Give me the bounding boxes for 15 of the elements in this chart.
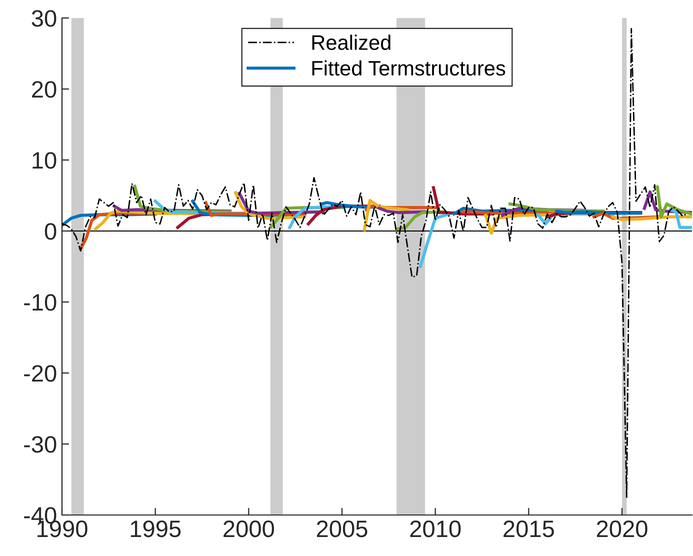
y-tick-label: 30 (32, 10, 56, 27)
x-tick-label: 1995 (130, 520, 181, 538)
legend-label: Fitted Termstructures (312, 60, 506, 76)
x-tick-label: 2005 (316, 520, 368, 538)
x-tick-label: 2010 (410, 520, 461, 538)
y-tick-label: 10 (32, 152, 56, 169)
x-tick-label: 2000 (224, 520, 274, 538)
y-tick-label: -30 (24, 436, 56, 453)
y-tick-label: 0 (44, 223, 56, 240)
x-tick-label: 2015 (504, 520, 554, 538)
y-tick-label: 20 (32, 81, 56, 98)
y-tick-label: -10 (24, 294, 56, 311)
legend-label: Realized (312, 34, 390, 50)
y-tick-label: -20 (24, 365, 56, 382)
x-tick-label: 2020 (596, 520, 648, 538)
